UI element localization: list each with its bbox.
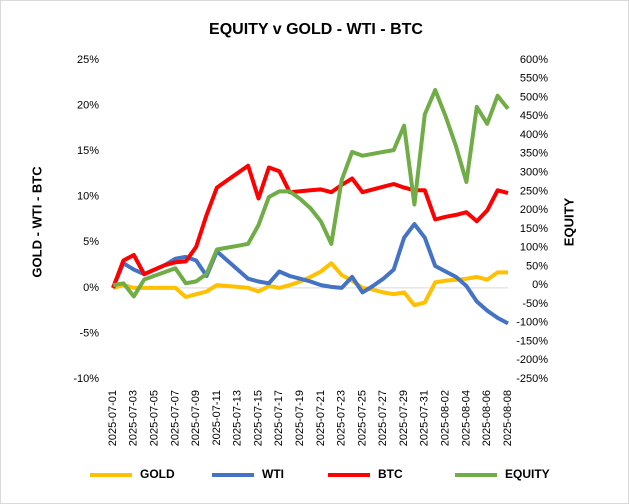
x-tick-label: 2025-07-17 <box>273 390 285 446</box>
y2-tick-label: 600% <box>520 54 548 66</box>
x-tick-label: 2025-07-03 <box>128 390 140 446</box>
y2-tick-label: 300% <box>520 166 548 178</box>
y-tick-label: 15% <box>77 145 99 157</box>
y2-tick-label: 0% <box>532 279 548 291</box>
y-tick-label: 25% <box>77 54 99 66</box>
y2-tick-label: -250% <box>516 373 548 385</box>
y2-axis-title: EQUITY <box>561 197 576 246</box>
series-line <box>111 163 509 289</box>
x-tick-label: 2025-08-06 <box>481 390 493 446</box>
series-line <box>111 222 509 326</box>
y2-tick-label: 50% <box>526 260 548 272</box>
legend-label: EQUITY <box>505 467 550 481</box>
y2-tick-label: -200% <box>516 354 548 366</box>
x-tick-label: 2025-07-23 <box>336 390 348 446</box>
x-tick-label: 2025-08-02 <box>440 390 452 446</box>
y2-tick-label: 200% <box>520 204 548 216</box>
x-tick-label: 2025-08-04 <box>460 390 472 446</box>
y-tick-label: 5% <box>83 236 99 248</box>
x-tick-label: 2025-07-01 <box>107 390 119 446</box>
x-tick-label: 2025-07-25 <box>356 390 368 446</box>
y-tick-label: 10% <box>77 191 99 203</box>
x-tick-label: 2025-07-21 <box>315 390 327 446</box>
y-tick-label: -10% <box>73 373 99 385</box>
y2-tick-label: 100% <box>520 242 548 254</box>
y-tick-label: 0% <box>83 282 99 294</box>
x-tick-label: 2025-08-08 <box>502 390 514 446</box>
y-axis-title: GOLD - WTI - BTC <box>29 166 44 278</box>
x-tick-label: 2025-07-19 <box>294 390 306 446</box>
legend-label: WTI <box>262 467 284 481</box>
x-tick-label: 2025-07-29 <box>398 390 410 446</box>
x-tick-label: 2025-07-09 <box>190 390 202 446</box>
y2-tick-label: 250% <box>520 185 548 197</box>
y2-tick-label: 450% <box>520 110 548 122</box>
x-tick-label: 2025-07-05 <box>148 390 160 446</box>
legend-label: GOLD <box>140 467 175 481</box>
y2-tick-label: 550% <box>520 73 548 85</box>
y-tick-label: -5% <box>79 327 99 339</box>
x-tick-label: 2025-07-27 <box>377 390 389 446</box>
series-line <box>112 261 508 308</box>
y2-tick-label: 150% <box>520 223 548 235</box>
y2-tick-label: 500% <box>520 91 548 103</box>
chart-title: EQUITY v GOLD - WTI - BTC <box>209 21 423 38</box>
x-tick-label: 2025-07-31 <box>419 390 431 446</box>
x-tick-label: 2025-07-11 <box>211 390 223 445</box>
y2-tick-label: -100% <box>516 317 548 329</box>
y2-tick-label: -150% <box>516 335 548 347</box>
legend-label: BTC <box>378 467 403 481</box>
x-tick-label: 2025-07-15 <box>252 390 264 446</box>
x-tick-label: 2025-07-13 <box>232 390 244 446</box>
series-line <box>112 88 510 299</box>
x-tick-label: 2025-07-07 <box>169 390 181 446</box>
y2-tick-label: -50% <box>522 298 548 310</box>
y-tick-label: 20% <box>77 99 99 111</box>
y2-tick-label: 400% <box>520 129 548 141</box>
y2-tick-label: 350% <box>520 148 548 160</box>
